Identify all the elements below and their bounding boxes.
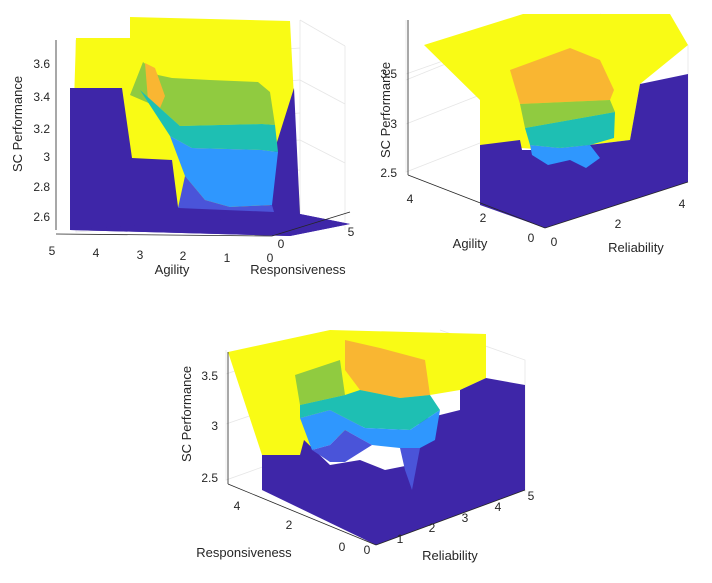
c3-ytick: 2	[286, 518, 293, 532]
chart-1-x-ticks: 5 4 3 2 1 0 0 5	[49, 225, 355, 265]
c2-x-label: Reliability	[608, 240, 664, 255]
c1-ztick: 3.6	[33, 57, 50, 71]
chart-1-z-ticks: 3.6 3.4 3.2 3 2.8 2.6	[33, 57, 50, 224]
c2-xtick: 4	[679, 197, 686, 211]
c3-ytick: 0	[339, 540, 346, 554]
c1-xtick: 1	[224, 251, 231, 265]
chart-1-axes	[55, 40, 351, 237]
c1-ztick: 3.2	[33, 122, 50, 136]
c1-xtick: 0	[267, 251, 274, 265]
c1-y-label: Responsiveness	[250, 262, 346, 277]
chart-2-ticks: 3.5 3 2.5 4 2 0 0 2 4	[380, 67, 685, 249]
c2-ztick: 3	[390, 117, 397, 131]
chart-3-ticks: 3.5 3 2.5 4 2 0 0 1 2 3 4 5	[201, 369, 534, 557]
c3-x-label: Reliability	[422, 548, 478, 563]
c1-xtick: 5	[49, 244, 56, 258]
c3-z-label: SC Performance	[179, 366, 194, 462]
c1-z-label: SC Performance	[10, 76, 25, 172]
c2-xtick: 0	[551, 235, 558, 249]
chart-3-axes	[227, 352, 526, 546]
chart-2: 3.5 3 2.5 4 2 0 0 2 4 Agility Reliabilit…	[378, 13, 689, 255]
c2-xtick: 2	[615, 217, 622, 231]
c3-ztick: 3	[211, 419, 218, 433]
c1-xtick: 2	[180, 249, 187, 263]
c3-ztick: 3.5	[201, 369, 218, 383]
c2-ztick: 2.5	[380, 166, 397, 180]
c1-xtick: 4	[93, 246, 100, 260]
c3-ytick: 4	[234, 499, 241, 513]
chart-3: 3.5 3 2.5 4 2 0 0 1 2 3 4 5 Responsivene…	[179, 329, 535, 563]
c3-y-label: Responsiveness	[196, 545, 292, 560]
c1-xtick: 3	[137, 248, 144, 262]
c1-ztick: 3.4	[33, 90, 50, 104]
chart-2-axes	[407, 20, 689, 229]
c2-ztick: 3.5	[380, 67, 397, 81]
c3-xtick: 1	[397, 532, 404, 546]
c3-xtick: 3	[462, 511, 469, 525]
c2-z-label: SC Performance	[378, 62, 393, 158]
c3-xtick: 2	[429, 521, 436, 535]
c2-y-label: Agility	[453, 236, 488, 251]
chart-1: 3.6 3.4 3.2 3 2.8 2.6 5 4 3 2 1 0 0 5 Ag…	[10, 17, 355, 277]
c1-ytick: 5	[348, 225, 355, 239]
c2-ytick: 0	[528, 231, 535, 245]
c1-ztick: 2.8	[33, 180, 50, 194]
c2-ytick: 4	[407, 192, 414, 206]
c3-xtick: 5	[528, 489, 535, 503]
chart-3-surface	[228, 330, 525, 545]
c1-ztick: 3	[43, 150, 50, 164]
chart-1-surface	[70, 17, 350, 236]
c1-x-label: Agility	[155, 262, 190, 277]
c1-ytick: 0	[278, 237, 285, 251]
c2-ytick: 2	[480, 211, 487, 225]
c1-ztick: 2.6	[33, 210, 50, 224]
chart-2-surface	[424, 14, 688, 228]
c3-xtick: 4	[495, 500, 502, 514]
c3-xtick: 0	[364, 543, 371, 557]
c3-ztick: 2.5	[201, 471, 218, 485]
